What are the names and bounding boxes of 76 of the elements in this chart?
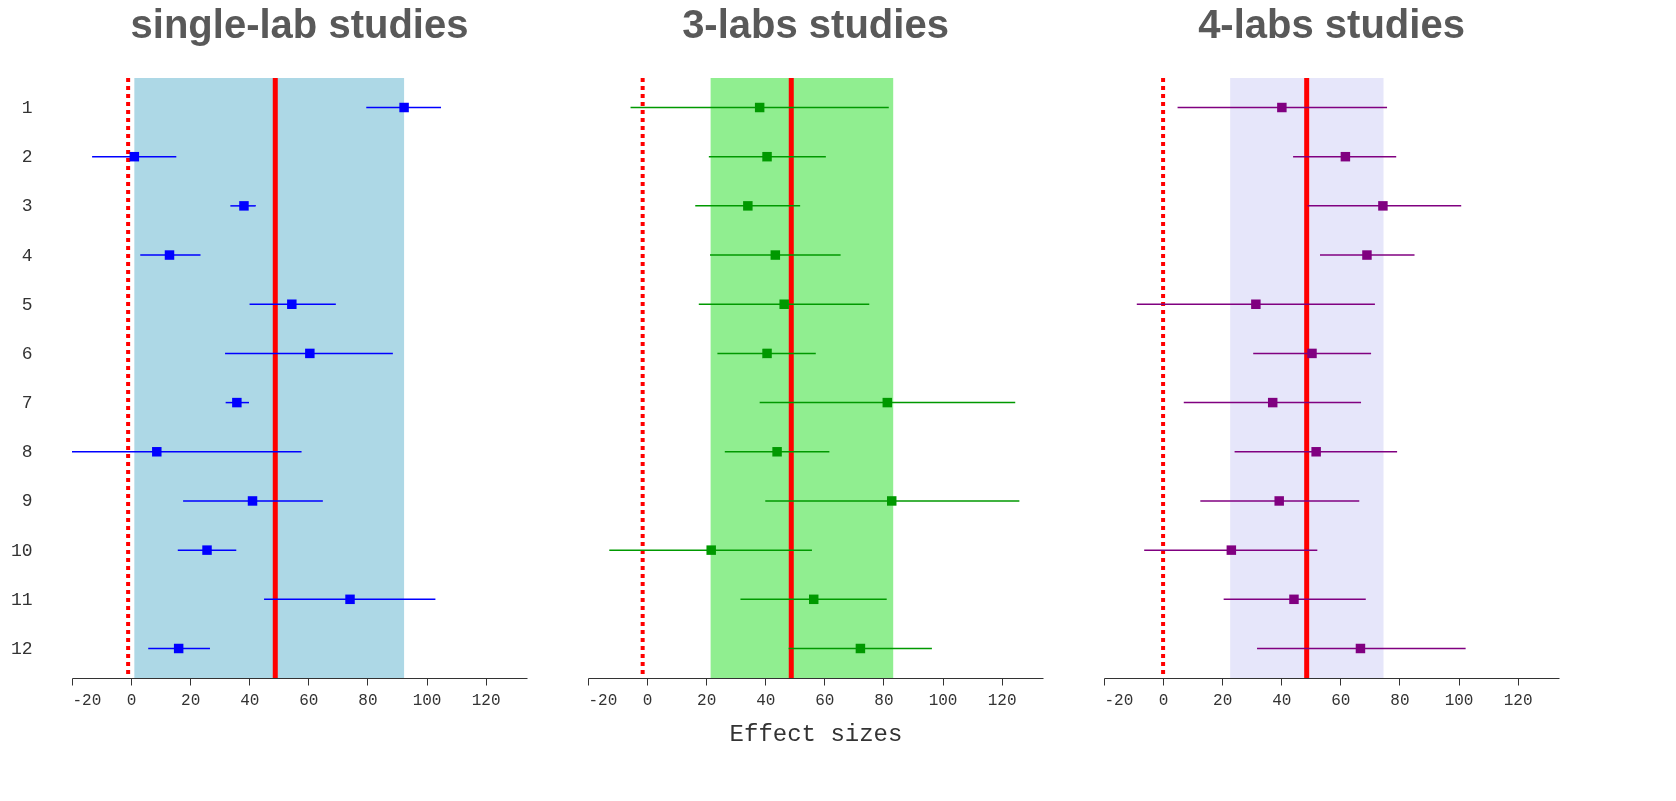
point (882, 397, 893, 408)
x-tick-label: 0 (126, 691, 137, 710)
y-tick-label: 10 (10, 540, 33, 561)
x-tick-label: 20 (181, 691, 201, 710)
point (1355, 643, 1366, 654)
point (287, 299, 297, 309)
x-tick-label: 60 (815, 691, 835, 710)
point (1289, 594, 1299, 605)
x-tick-label: 40 (756, 691, 776, 710)
y-tick-label: 11 (10, 589, 33, 610)
y-tick-label: 9 (21, 491, 33, 512)
y-tick-label: 2 (21, 147, 33, 168)
point (1251, 299, 1261, 309)
point (202, 545, 212, 555)
x-tick-label: 80 (874, 691, 894, 710)
x-tick-label: -20 (72, 691, 102, 710)
point (1307, 348, 1317, 359)
point (1378, 201, 1388, 211)
x-tick-label: 40 (1272, 691, 1292, 710)
point (886, 496, 897, 506)
x-tick-label: 120 (1503, 691, 1533, 710)
x-tick-label: 20 (697, 691, 717, 710)
point (399, 102, 409, 113)
point (1274, 496, 1284, 506)
point (754, 102, 765, 113)
x-tick-label: -20 (588, 691, 618, 710)
point (762, 151, 772, 162)
point (1267, 397, 1278, 408)
y-tick-label: 1 (21, 98, 33, 119)
point (808, 594, 819, 605)
x-tick-label: 100 (412, 691, 442, 710)
point (1277, 102, 1287, 113)
point (1226, 545, 1237, 555)
y-tick-label: 3 (21, 196, 33, 217)
y-tick-label: 7 (21, 393, 33, 414)
x-tick-label: 100 (1444, 691, 1474, 710)
point (232, 397, 242, 408)
x-tick-label: 0 (642, 691, 653, 710)
chart-title: 4-labs studies (1198, 1, 1465, 46)
y-tick-label: 4 (21, 245, 33, 266)
point (779, 299, 789, 309)
x-tick-label: 60 (299, 691, 319, 710)
x-tick-label: -20 (1104, 691, 1134, 710)
x-tick-label: 80 (358, 691, 378, 710)
chart-title: 3-labs studies (682, 1, 949, 46)
point (164, 250, 175, 260)
point (1340, 151, 1351, 162)
point (706, 545, 716, 555)
point (1362, 250, 1372, 260)
point (305, 348, 315, 359)
x-tick-label: 20 (1213, 691, 1233, 710)
x-tick-label: 80 (1390, 691, 1410, 710)
y-tick-label: 6 (21, 343, 33, 364)
point (772, 447, 782, 457)
point (129, 151, 140, 162)
point (152, 447, 162, 457)
point (770, 250, 781, 260)
y-tick-label: 12 (10, 638, 33, 659)
point (743, 201, 753, 211)
x-tick-label: 120 (987, 691, 1017, 710)
point (247, 496, 258, 506)
x-axis-title: Effect sizes (729, 720, 903, 748)
y-tick-label: 8 (21, 442, 33, 463)
y-tick-label: 5 (21, 294, 33, 315)
x-tick-label: 0 (1158, 691, 1169, 710)
point (1311, 447, 1321, 457)
x-tick-label: 120 (471, 691, 501, 710)
x-tick-label: 60 (1331, 691, 1351, 710)
point (762, 348, 772, 359)
point (239, 201, 249, 211)
point (345, 594, 355, 605)
chart-title: single-lab studies (130, 1, 469, 46)
x-tick-label: 100 (928, 691, 958, 710)
point (173, 643, 184, 654)
point (855, 643, 866, 654)
x-tick-label: 40 (240, 691, 260, 710)
